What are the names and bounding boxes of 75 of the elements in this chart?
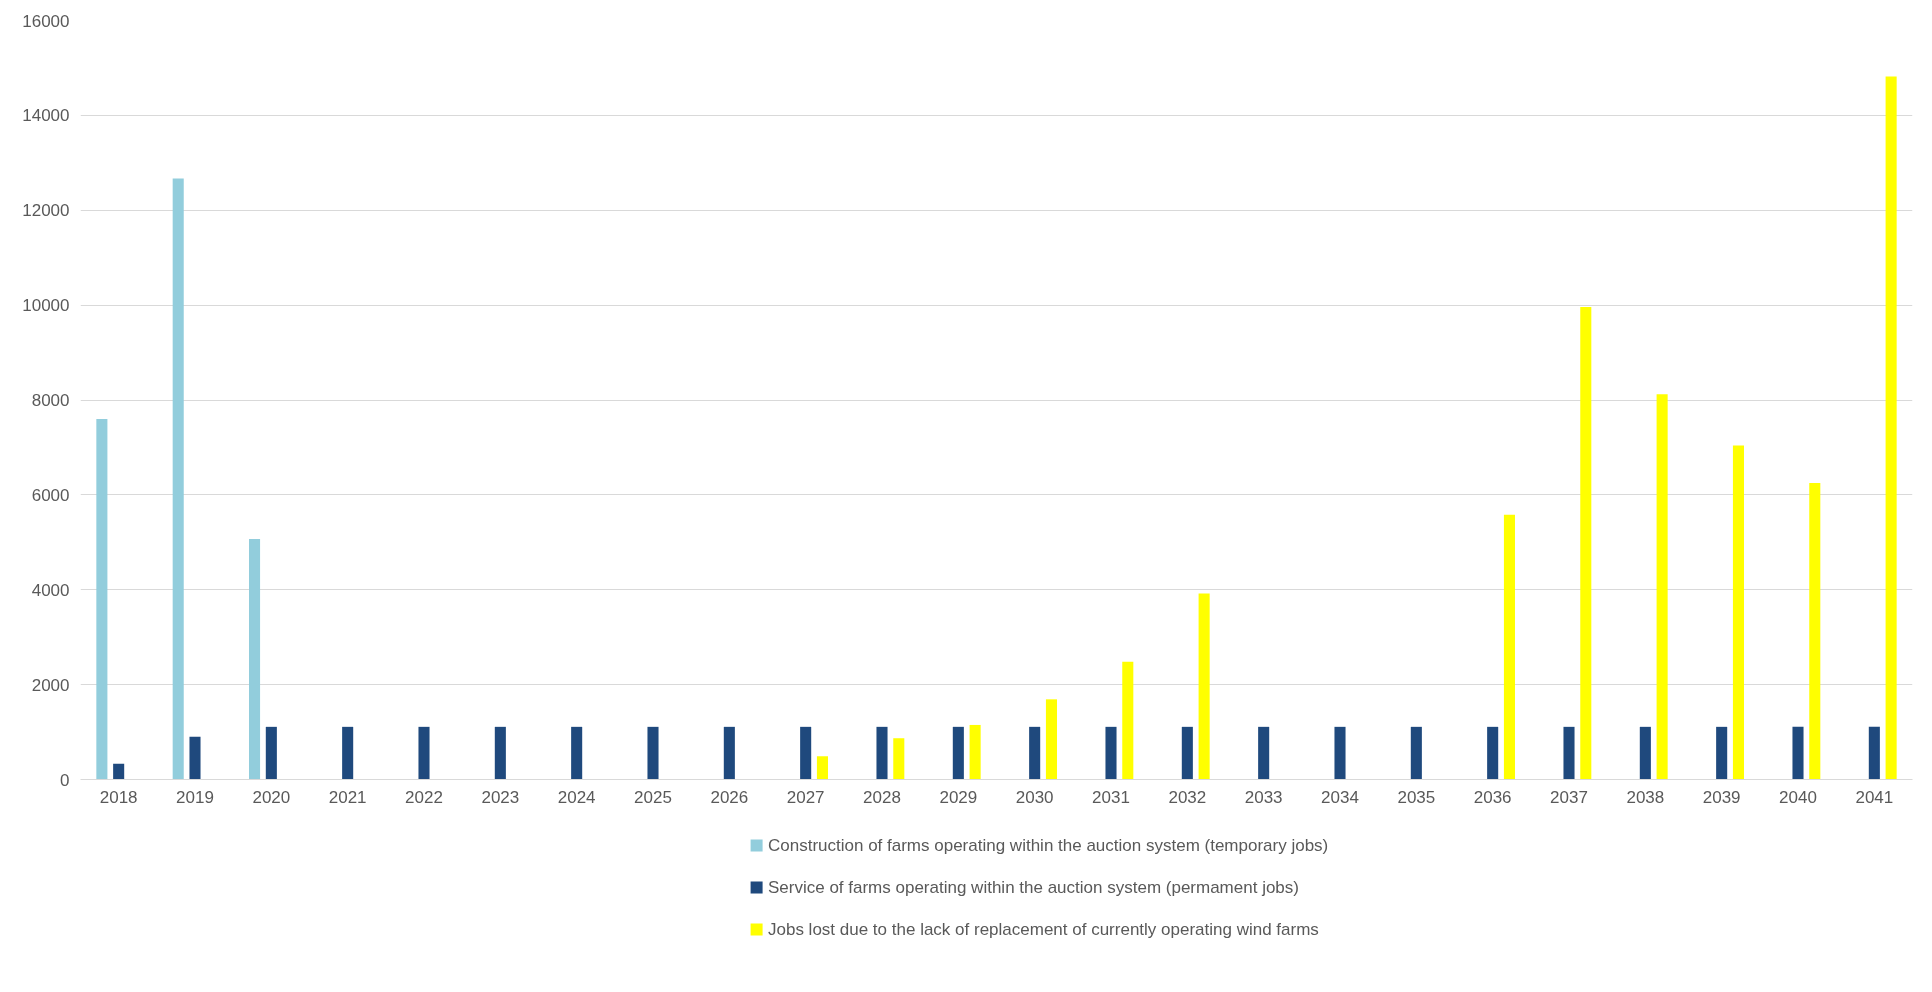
bar	[418, 726, 430, 780]
x-tick-label: 2029	[939, 787, 978, 807]
bar	[249, 538, 261, 780]
bar	[1809, 483, 1821, 780]
bar	[1656, 394, 1668, 780]
x-tick-label: 2034	[1321, 787, 1359, 807]
x-tick-label: 2026	[710, 787, 749, 807]
y-tick-label: 0	[60, 770, 70, 790]
x-tick-label: 2020	[252, 787, 291, 807]
bar	[1885, 76, 1897, 780]
bar	[723, 726, 735, 780]
bar	[1258, 726, 1270, 780]
x-tick-label: 2040	[1779, 787, 1817, 807]
bar	[1563, 726, 1575, 780]
y-tick-label: 6000	[31, 485, 70, 505]
legend-label: Service of farms operating within the auction system (permament jobs)	[767, 878, 1299, 897]
bar	[571, 726, 583, 780]
x-tick-label: 2038	[1626, 787, 1665, 807]
bar	[1181, 726, 1193, 780]
bar	[1716, 726, 1728, 780]
bar	[1198, 593, 1210, 780]
bar	[1503, 514, 1515, 780]
bar	[969, 724, 981, 780]
x-tick-label: 2028	[863, 787, 901, 807]
x-tick-label: 2024	[557, 787, 596, 807]
bar	[816, 756, 828, 780]
y-tick-label: 16000	[22, 11, 70, 31]
legend-label: Jobs lost due to the lack of replacement of currently operating wind farms	[767, 920, 1319, 939]
x-tick-label: 2018	[99, 787, 138, 807]
bar	[952, 726, 964, 780]
x-tick-label: 2037	[1550, 787, 1588, 807]
bar	[1045, 699, 1057, 780]
bar	[1792, 726, 1804, 780]
bar	[1029, 726, 1041, 780]
bar	[1732, 445, 1744, 780]
x-tick-label: 2030	[1015, 787, 1054, 807]
x-tick-label: 2022	[405, 787, 443, 807]
bar	[494, 726, 506, 780]
bar	[1105, 726, 1117, 780]
x-tick-label: 2031	[1092, 787, 1130, 807]
bar	[1639, 726, 1651, 780]
bar	[1410, 726, 1422, 780]
x-tick-label: 2035	[1397, 787, 1436, 807]
bar	[96, 418, 108, 780]
bar	[876, 726, 888, 780]
legend-label: Construction of farms operating within the auction system (temporary jobs)	[767, 836, 1329, 855]
x-tick-label: 2039	[1702, 787, 1741, 807]
x-tick-label: 2019	[176, 787, 214, 807]
bar	[1334, 726, 1346, 780]
y-tick-label: 2000	[31, 675, 70, 695]
bar	[113, 763, 125, 780]
x-tick-label: 2025	[634, 787, 672, 807]
y-tick-label: 8000	[31, 391, 70, 410]
bar	[1122, 661, 1134, 780]
x-tick-label: 2027	[786, 787, 825, 807]
y-tick-label: 10000	[22, 296, 70, 316]
bar	[189, 736, 201, 780]
x-tick-label: 2033	[1244, 787, 1283, 807]
y-tick-label: 12000	[22, 201, 70, 221]
x-tick-label: 2032	[1168, 787, 1207, 807]
bar	[342, 726, 354, 780]
bar	[1868, 726, 1880, 780]
bar	[265, 726, 277, 780]
x-tick-label: 2036	[1473, 787, 1512, 807]
bar	[172, 178, 184, 780]
bar	[647, 726, 659, 780]
bar	[893, 738, 905, 780]
y-tick-label: 4000	[31, 580, 70, 600]
y-tick-label: 14000	[22, 106, 70, 126]
x-tick-label: 2023	[481, 787, 520, 807]
x-tick-label: 2021	[328, 787, 367, 807]
bar	[800, 726, 812, 780]
bar	[1487, 726, 1499, 780]
bar	[1580, 307, 1592, 780]
x-tick-label: 2041	[1855, 787, 1894, 807]
